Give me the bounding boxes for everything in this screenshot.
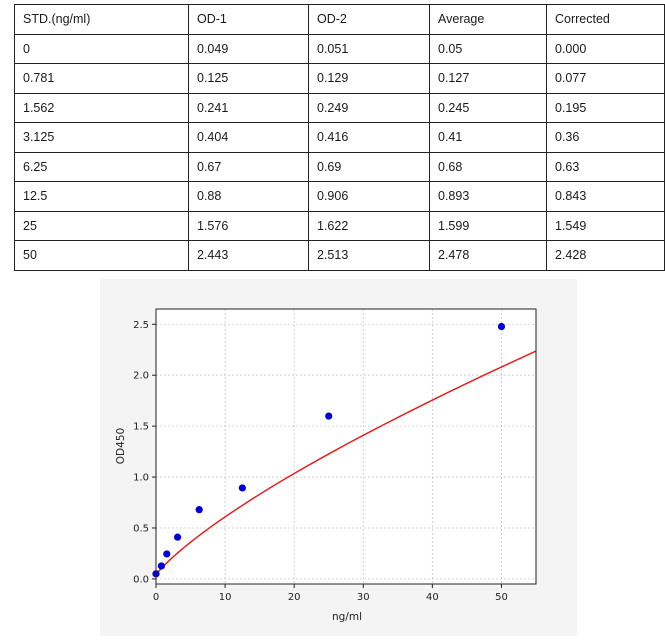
data-point [238, 484, 246, 492]
table-cell: 6.25 [14, 151, 189, 182]
table-header-cell: OD-1 [188, 4, 309, 35]
table-cell: 0.404 [188, 122, 309, 153]
y-tick-label: 0.0 [133, 574, 149, 585]
table-cell: 50 [14, 240, 189, 271]
table-cell: 0.195 [546, 92, 665, 123]
x-tick-label: 20 [288, 592, 301, 603]
table-cell: 0.36 [546, 122, 665, 153]
table-row: 3.125 0.404 0.416 0.41 0.36 [14, 122, 665, 153]
table-cell: 0 [14, 33, 189, 64]
table-cell: 2.513 [308, 240, 430, 271]
y-tick-label: 2.5 [133, 320, 149, 331]
y-tick-label: 2.0 [133, 371, 149, 382]
table-cell: 0.245 [429, 92, 547, 123]
table-header-cell: OD-2 [308, 4, 430, 35]
table-cell: 0.125 [188, 63, 309, 94]
x-axis-label: ng/ml [332, 611, 362, 623]
y-tick-label: 1.0 [133, 473, 149, 484]
standard-curve-svg: 0 10 20 30 40 50 0.0 0.5 1.0 1.5 2.0 2.5 ng/ml OD4… [115, 308, 537, 623]
data-point [325, 412, 333, 420]
table-header-row: STD.(ng/ml) OD-1 OD-2 Average Corrected [14, 4, 665, 35]
table-cell: 0.051 [308, 33, 430, 64]
table-header-cell: Corrected [546, 4, 665, 35]
y-axis-ticks: 0.0 0.5 1.0 1.5 2.0 2.5 [133, 320, 156, 585]
standard-curve-chart: 0 10 20 30 40 50 0.0 0.5 1.0 1.5 2.0 2.5 ng/ml OD4… [100, 279, 577, 636]
table-row: 12.5 0.88 0.906 0.893 0.843 [14, 181, 665, 212]
fit-curve [155, 350, 537, 575]
x-tick-label: 30 [357, 592, 370, 603]
table-cell: 0.077 [546, 63, 665, 94]
table-cell: 0.67 [188, 151, 309, 182]
grid-lines [155, 309, 536, 584]
y-axis-label: OD450 [115, 428, 127, 464]
table-cell: 1.562 [14, 92, 189, 123]
table-row: 50 2.443 2.513 2.478 2.428 [14, 240, 665, 271]
table-cell: 0.129 [308, 63, 430, 94]
table-cell: 0.68 [429, 151, 547, 182]
table-cell: 25 [14, 210, 189, 241]
table-cell: 0.416 [308, 122, 430, 153]
plot-frame [155, 308, 537, 585]
data-point [497, 322, 506, 331]
table-cell: 0.893 [429, 181, 547, 212]
table-cell: 2.478 [429, 240, 547, 271]
data-point [173, 533, 182, 541]
table-cell: 1.576 [188, 210, 309, 241]
x-tick-label: 50 [495, 592, 508, 603]
table-cell: 0.69 [308, 151, 430, 182]
table-row: 0 0.049 0.051 0.05 0.000 [14, 33, 665, 64]
data-point [163, 550, 171, 558]
standards-table: STD.(ng/ml) OD-1 OD-2 Average Corrected 0 0.04… [14, 4, 665, 271]
table-cell: 0.63 [546, 151, 665, 182]
table-cell: 2.428 [546, 240, 665, 271]
table-cell: 12.5 [14, 181, 189, 212]
table-header-cell: STD.(ng/ml) [14, 4, 189, 35]
table-header-cell: Average [429, 4, 547, 35]
table-cell: 0.843 [546, 181, 665, 212]
table-row: 25 1.576 1.622 1.599 1.549 [14, 210, 665, 241]
table-cell: 0.249 [308, 92, 430, 123]
table-cell: 0.049 [188, 33, 309, 64]
y-tick-label: 1.5 [133, 422, 149, 433]
x-tick-label: 10 [219, 592, 232, 603]
table-row: 0.781 0.125 0.129 0.127 0.077 [14, 63, 665, 94]
data-point [157, 562, 165, 570]
y-tick-label: 0.5 [133, 523, 149, 534]
table-cell: 0.906 [308, 181, 430, 212]
table-cell: 1.599 [429, 210, 547, 241]
x-tick-label: 40 [426, 592, 439, 603]
standards-table-body: STD.(ng/ml) OD-1 OD-2 Average Corrected 0 0.04… [14, 4, 665, 271]
x-axis-ticks: 0 10 20 30 40 50 [153, 584, 508, 603]
table-cell: 0.781 [14, 63, 189, 94]
x-tick-label: 0 [153, 592, 159, 603]
data-point [195, 506, 203, 514]
table-cell: 0.88 [188, 181, 309, 212]
table-row: 6.25 0.67 0.69 0.68 0.63 [14, 151, 665, 182]
table-cell: 3.125 [14, 122, 189, 153]
table-cell: 1.622 [308, 210, 430, 241]
table-cell: 1.549 [546, 210, 665, 241]
table-cell: 0.241 [188, 92, 309, 123]
plot-area [156, 309, 536, 584]
table-cell: 0.41 [429, 122, 547, 153]
table-cell: 2.443 [188, 240, 309, 271]
table-cell: 0.127 [429, 63, 547, 94]
table-cell: 0.05 [429, 33, 547, 64]
table-cell: 0.000 [546, 33, 665, 64]
table-row: 1.562 0.241 0.249 0.245 0.195 [14, 92, 665, 123]
